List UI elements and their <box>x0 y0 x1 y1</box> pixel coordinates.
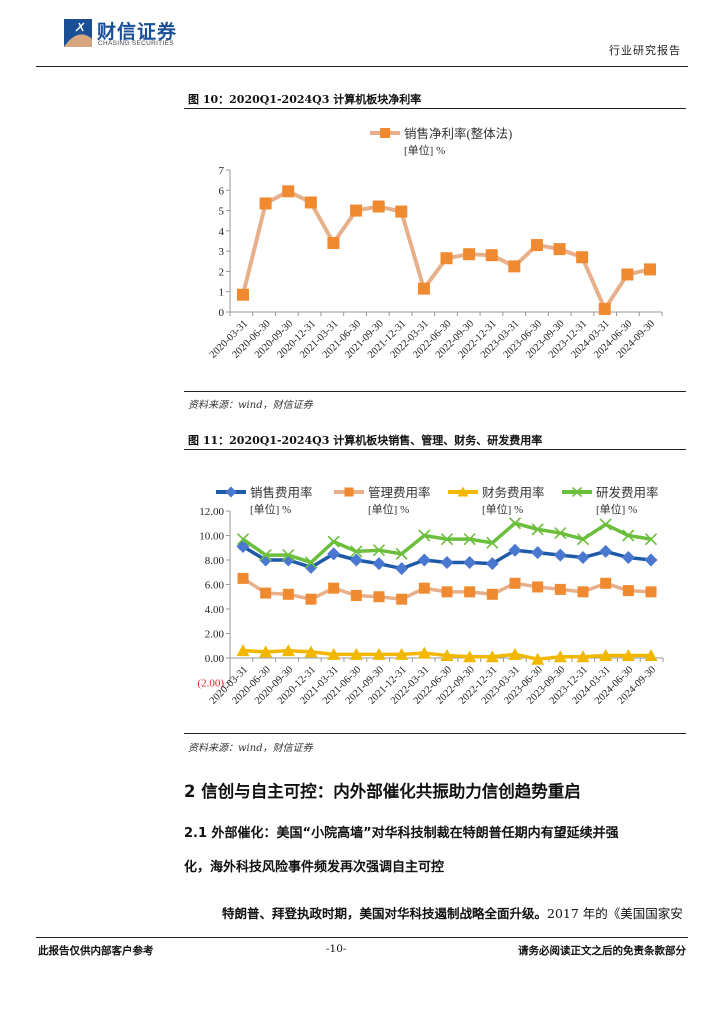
svg-text:0.00: 0.00 <box>205 653 225 665</box>
svg-text:2: 2 <box>219 266 225 278</box>
svg-text:销售费用率: 销售费用率 <box>250 485 313 500</box>
svg-text:2.00: 2.00 <box>205 629 225 641</box>
figure-10-rule <box>184 108 686 109</box>
page-number: -10- <box>326 943 347 955</box>
svg-text:[单位] %: [单位] % <box>404 143 445 157</box>
expense-ratio-chart: 销售费用率 [单位] % 管理费用率 [单位] % 财务费用率 [单位] % 研发费用率 [单… <box>197 485 664 707</box>
footer-divider <box>36 937 688 938</box>
svg-text:财务费用率: 财务费用率 <box>482 485 545 500</box>
logo-text-en: CHASING SECURITIES <box>98 40 174 47</box>
svg-text:[单位] %: [单位] % <box>368 502 409 516</box>
svg-text:6: 6 <box>219 185 225 197</box>
figure-11-rule <box>184 449 686 450</box>
svg-text:6.00: 6.00 <box>205 580 225 592</box>
header-divider <box>36 66 688 67</box>
svg-text:[单位] %: [单位] % <box>250 502 291 516</box>
figure-11-title: 图 11：2020Q1-2024Q3 计算机板块销售、管理、财务、研发费用率 <box>188 434 543 447</box>
svg-text:[单位] %: [单位] % <box>596 502 637 516</box>
logo-text-cn: 财信证券 <box>97 21 178 43</box>
svg-text:(2.00): (2.00) <box>197 678 224 690</box>
svg-text:研发费用率: 研发费用率 <box>596 485 659 500</box>
footer-left: 此报告仅供内部客户参考 <box>38 945 154 957</box>
body-paragraph: 特朗普、拜登执政时期，美国对华科技遏制战略全面升级。2017 年的《美国国家安 <box>222 903 683 922</box>
company-logo-icon <box>62 17 94 49</box>
svg-text:3: 3 <box>219 246 225 258</box>
subsection-heading-line1: 2.1 外部催化：美国“小院高墙”对华科技制裁在特朗普任期内有望延续并强 <box>184 826 619 841</box>
section-heading: 2 信创与自主可控：内外部催化共振助力信创趋势重启 <box>184 782 581 801</box>
net-margin-chart: 销售净利率(整体法)[单位] %012345672020-03-312020-0… <box>208 126 663 361</box>
figure-10-source-rule <box>184 391 686 392</box>
svg-text:[单位] %: [单位] % <box>482 502 523 516</box>
svg-text:销售净利率(整体法): 销售净利率(整体法) <box>404 126 512 141</box>
document-type: 行业研究报告 <box>609 44 681 57</box>
svg-text:0: 0 <box>219 307 225 319</box>
figure-10-title: 图 10：2020Q1-2024Q3 计算机板块净利率 <box>188 93 422 106</box>
svg-text:12.00: 12.00 <box>199 506 224 518</box>
svg-text:管理费用率: 管理费用率 <box>368 485 431 500</box>
figure-11-source-rule <box>184 733 686 734</box>
svg-text:1: 1 <box>219 287 225 299</box>
svg-text:10.00: 10.00 <box>199 531 224 543</box>
svg-text:5: 5 <box>219 206 225 218</box>
paragraph-text: 2017 年的《美国国家安 <box>547 906 683 921</box>
svg-text:4: 4 <box>219 226 225 238</box>
svg-text:7: 7 <box>219 165 225 177</box>
svg-text:4.00: 4.00 <box>205 604 225 616</box>
figure-11-source: 资料来源：wind，财信证券 <box>188 743 313 754</box>
paragraph-lead: 特朗普、拜登执政时期，美国对华科技遏制战略全面升级。 <box>222 906 548 921</box>
subsection-heading-line2: 化，海外科技风险事件频发再次强调自主可控 <box>184 860 445 875</box>
footer-right: 请务必阅读正文之后的免责条款部分 <box>518 945 686 957</box>
svg-text:8.00: 8.00 <box>205 555 225 567</box>
figure-10-source: 资料来源：wind，财信证券 <box>188 400 313 411</box>
